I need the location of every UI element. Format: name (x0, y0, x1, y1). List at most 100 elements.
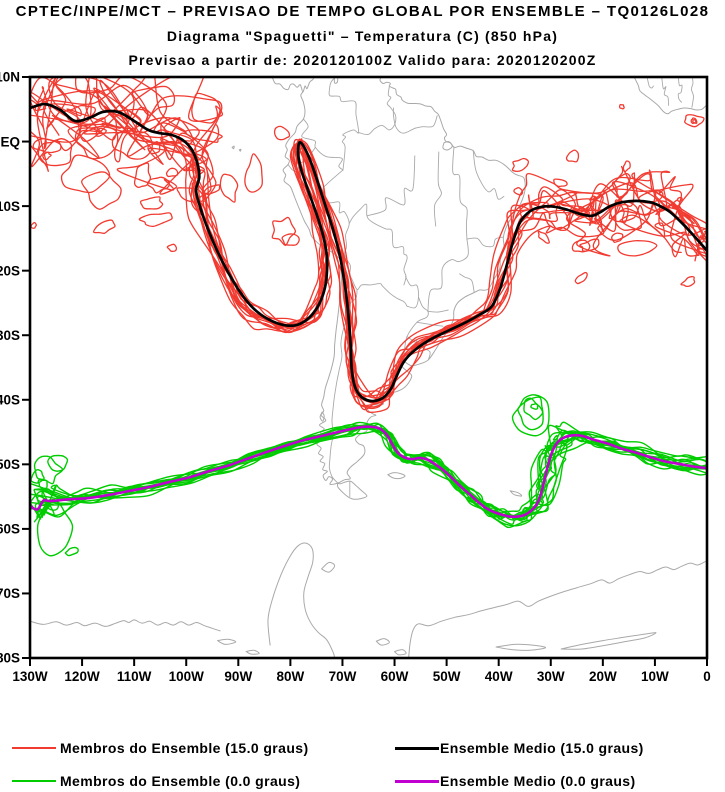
green-ensemble-loops (30, 394, 550, 557)
red-member-loop (244, 153, 263, 193)
red-member-loop (81, 171, 122, 210)
lat-tick-label: 50S (0, 457, 20, 472)
red-member-loop (131, 85, 176, 116)
chart-subtitle: Diagrama "Spaguetti" – Temperatura (C) (… (166, 28, 559, 44)
red-member-loop (617, 240, 658, 257)
lat-tick-label: 10S (0, 199, 20, 214)
coastline (231, 145, 235, 150)
legend-label-members-0: Membros do Ensemble (0.0 graus) (60, 773, 301, 789)
green-ensemble-members (30, 421, 707, 529)
coastline (442, 140, 453, 151)
lon-tick-label: 30W (537, 669, 565, 684)
country-borders (661, 77, 669, 106)
antarctica-coastline (321, 561, 336, 573)
red-member-loop (579, 238, 600, 252)
antarctica-coastline (560, 632, 657, 650)
legend-label-mean-0: Ensemble Medio (0.0 graus) (440, 773, 636, 789)
coastline (387, 472, 406, 480)
red-member-loop (273, 125, 291, 141)
red-member-loop (553, 178, 568, 188)
legend-swatch-members-15 (12, 747, 56, 749)
red-member-loop (281, 233, 300, 246)
red-member-loop (37, 138, 73, 167)
lat-tick-label: 40S (0, 392, 20, 407)
lon-tick-label: 100W (169, 669, 205, 684)
coastline (633, 77, 707, 115)
red-member-loop (60, 154, 111, 194)
red-member-loop (680, 276, 696, 288)
green-member-loop (36, 498, 74, 557)
lon-tick-label: 110W (117, 669, 152, 684)
red-member-loop (690, 117, 698, 125)
chart-title: CPTEC/INPE/MCT – PREVISAO DE TEMPO GLOBA… (15, 3, 710, 20)
red-member-loop (565, 149, 580, 163)
red-member-loop (618, 103, 625, 110)
country-borders (427, 238, 469, 312)
red-member-loop (511, 157, 530, 173)
lon-tick-label: 50W (433, 669, 461, 684)
antarctica-coastline (267, 542, 336, 658)
country-borders (405, 276, 420, 309)
country-borders (459, 273, 475, 294)
lat-tick-label: 20S (0, 263, 20, 278)
country-borders (392, 107, 438, 134)
red-member-loop (166, 243, 178, 253)
lon-tick-label: 130W (12, 669, 48, 684)
green-member-loop (523, 397, 544, 421)
lon-tick-label: 10W (641, 669, 669, 684)
lat-tick-label: 60S (0, 522, 20, 537)
country-borders (348, 203, 408, 286)
lon-tick-label: 0 (703, 669, 711, 684)
green-member-line (30, 424, 700, 519)
green-member-loop (64, 546, 79, 557)
coastline (336, 480, 368, 500)
red-member-line (51, 114, 707, 397)
country-borders (677, 77, 683, 103)
antarctica-coastline (394, 649, 407, 656)
green-member-loop (47, 454, 69, 472)
country-borders (344, 257, 408, 307)
red-member-line (34, 90, 707, 410)
lon-tick-label: 40W (485, 669, 513, 684)
red-member-line (36, 77, 707, 413)
country-borders (328, 77, 360, 171)
antarctica-coastline (408, 560, 707, 658)
red-member-loop (219, 173, 239, 203)
country-borders (472, 150, 505, 200)
red-member-loop (622, 160, 631, 173)
green-member-loop (511, 394, 550, 437)
antarctica-coastline (245, 649, 260, 655)
country-borders (646, 77, 654, 89)
lat-tick-label: 10N (0, 70, 20, 85)
lon-tick-label: 80W (277, 669, 305, 684)
red-member-loop (92, 219, 116, 234)
antarctica-coastline (495, 643, 547, 651)
lon-tick-label: 20W (589, 669, 617, 684)
legend-label-members-15: Membros do Ensemble (15.0 graus) (60, 740, 309, 756)
legend-swatch-members-0 (12, 780, 56, 782)
green-member-line (33, 426, 707, 519)
green-member-loop (530, 403, 539, 410)
coastline (509, 490, 523, 497)
country-borders (322, 169, 350, 261)
lon-tick-label: 60W (381, 669, 409, 684)
lat-tick-label: EQ (0, 134, 20, 149)
axis-ticks (22, 76, 708, 666)
lat-tick-label: 70S (0, 586, 20, 601)
lat-tick-label: 30S (0, 328, 20, 343)
legend-label-mean-15: Ensemble Medio (15.0 graus) (440, 740, 644, 756)
map-frame (28, 75, 709, 660)
red-member-loop (537, 230, 550, 244)
coastline (271, 77, 526, 486)
green-member-loop (30, 469, 45, 484)
country-borders (690, 77, 694, 108)
red-member-loop (571, 239, 591, 253)
lon-tick-label: 120W (64, 669, 100, 684)
red-ensemble-loops (30, 85, 705, 288)
red-member-loop (133, 162, 152, 189)
legend-swatch-mean-0 (395, 780, 439, 783)
red-member-loop (610, 232, 624, 243)
ensemble-mean-15-line (30, 102, 707, 403)
plot-area (30, 77, 707, 658)
